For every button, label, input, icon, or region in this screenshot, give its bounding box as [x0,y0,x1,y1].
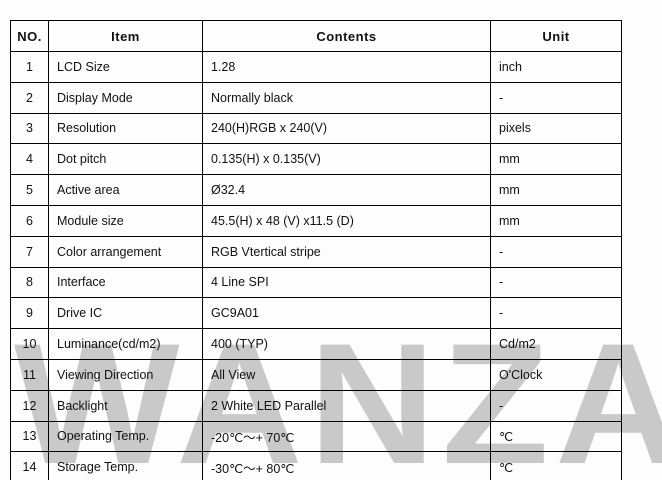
cell-unit: mm [490,143,622,176]
cell-unit: mm [490,204,622,237]
cell-no: 13 [10,420,49,453]
cell-no: 11 [10,358,49,391]
cell-contents: -20℃～+ 70℃ [202,420,491,453]
cell-no: 14 [10,451,49,480]
cell-unit: - [490,235,622,268]
cell-contents: Ø32.4 [202,174,491,206]
cell-item: LCD Size [48,51,203,83]
cell-item: Interface [48,266,203,299]
table-header: NO. Item Contents Unit [10,20,622,52]
table-row: 11 Viewing Direction All View O'Clock [10,358,622,391]
cell-item: Operating Temp. [48,420,203,453]
table-row: 12 Backlight 2 White LED Parallel - [10,389,622,422]
specification-table: NO. Item Contents Unit 1 LCD Size 1.28 inch… [10,20,622,480]
cell-unit: - [490,81,622,114]
cell-no: 8 [10,266,49,299]
table-row: 13 Operating Temp. -20℃～+ 70℃ ℃ [10,420,622,453]
table-row: 10 Luminance(cd/m2) 400 (TYP) Cd/m2 [10,328,622,360]
table-row: 9 Drive IC GC9A01- [10,297,622,330]
cell-unit: Cd/m2 [490,328,622,360]
cell-no: 6 [10,204,49,237]
cell-no: 10 [10,328,49,360]
cell-no: 2 [10,81,49,114]
cell-unit: - [490,266,622,299]
column-header-unit: Unit [490,20,622,52]
cell-contents: 1.28 [202,51,491,83]
cell-no: 4 [10,143,49,176]
cell-item: Luminance(cd/m2) [48,328,203,360]
table-row: 2 Display Mode Normally black - [10,81,622,114]
column-header-no: NO. [10,20,49,52]
cell-item: Drive IC [48,297,203,330]
cell-unit: - [490,389,622,422]
table-row: 1 LCD Size 1.28 inch [10,51,622,83]
cell-item: Module size [48,204,203,237]
cell-no: 1 [10,51,49,83]
table-row: 3 Resolution 240(H)RGB x 240(V) pixels [10,112,622,145]
cell-contents: 45.5(H) x 48 (V) x11.5 (D) [202,204,491,237]
table-row: 4 Dot pitch 0.135(H) x 0.135(V) mm [10,143,622,176]
cell-item: Resolution [48,112,203,145]
cell-no: 12 [10,389,49,422]
cell-item: Storage Temp. [48,451,203,480]
cell-no: 5 [10,174,49,206]
cell-item: Backlight [48,389,203,422]
cell-contents: 4 Line SPI [202,266,491,299]
cell-unit: mm [490,174,622,206]
cell-unit: inch [490,51,622,83]
cell-contents: 0.135(H) x 0.135(V) [202,143,491,176]
cell-item: Dot pitch [48,143,203,176]
cell-unit: - [490,297,622,330]
cell-item: Display Mode [48,81,203,114]
table-row: 7 Color arrangement RGB Vtertical stripe - [10,235,622,268]
cell-contents: RGB Vtertical stripe [202,235,491,268]
cell-unit: O'Clock [490,358,622,391]
cell-no: 3 [10,112,49,145]
cell-item: Viewing Direction [48,358,203,391]
table-row: 8 Interface 4 Line SPI - [10,266,622,299]
column-header-contents: Contents [202,20,491,52]
cell-contents: 240(H)RGB x 240(V) [202,112,491,145]
table-row: 5 Active area Ø32.4 mm [10,174,622,206]
cell-unit: ℃ [490,451,622,480]
table-row: 6 Module size 45.5(H) x 48 (V) x11.5 (D) mm [10,204,622,237]
table-header-row: NO. Item Contents Unit [10,20,622,52]
cell-contents: GC9A01 [202,297,491,330]
cell-contents: 400 (TYP) [202,328,491,360]
cell-unit: ℃ [490,420,622,453]
table-body: 1 LCD Size 1.28 inch 2 Display Mode Normally b… [10,51,622,480]
cell-contents: Normally black [202,81,491,114]
cell-item: Color arrangement [48,235,203,268]
cell-unit: pixels [490,112,622,145]
cell-contents: -30℃～+ 80℃ [202,451,491,480]
cell-item: Active area [48,174,203,206]
cell-no: 9 [10,297,49,330]
column-header-item: Item [48,20,203,52]
table-row: 14 Storage Temp. -30℃～+ 80℃ ℃ [10,451,622,480]
cell-contents: All View [202,358,491,391]
cell-no: 7 [10,235,49,268]
cell-contents: 2 White LED Parallel [202,389,491,422]
